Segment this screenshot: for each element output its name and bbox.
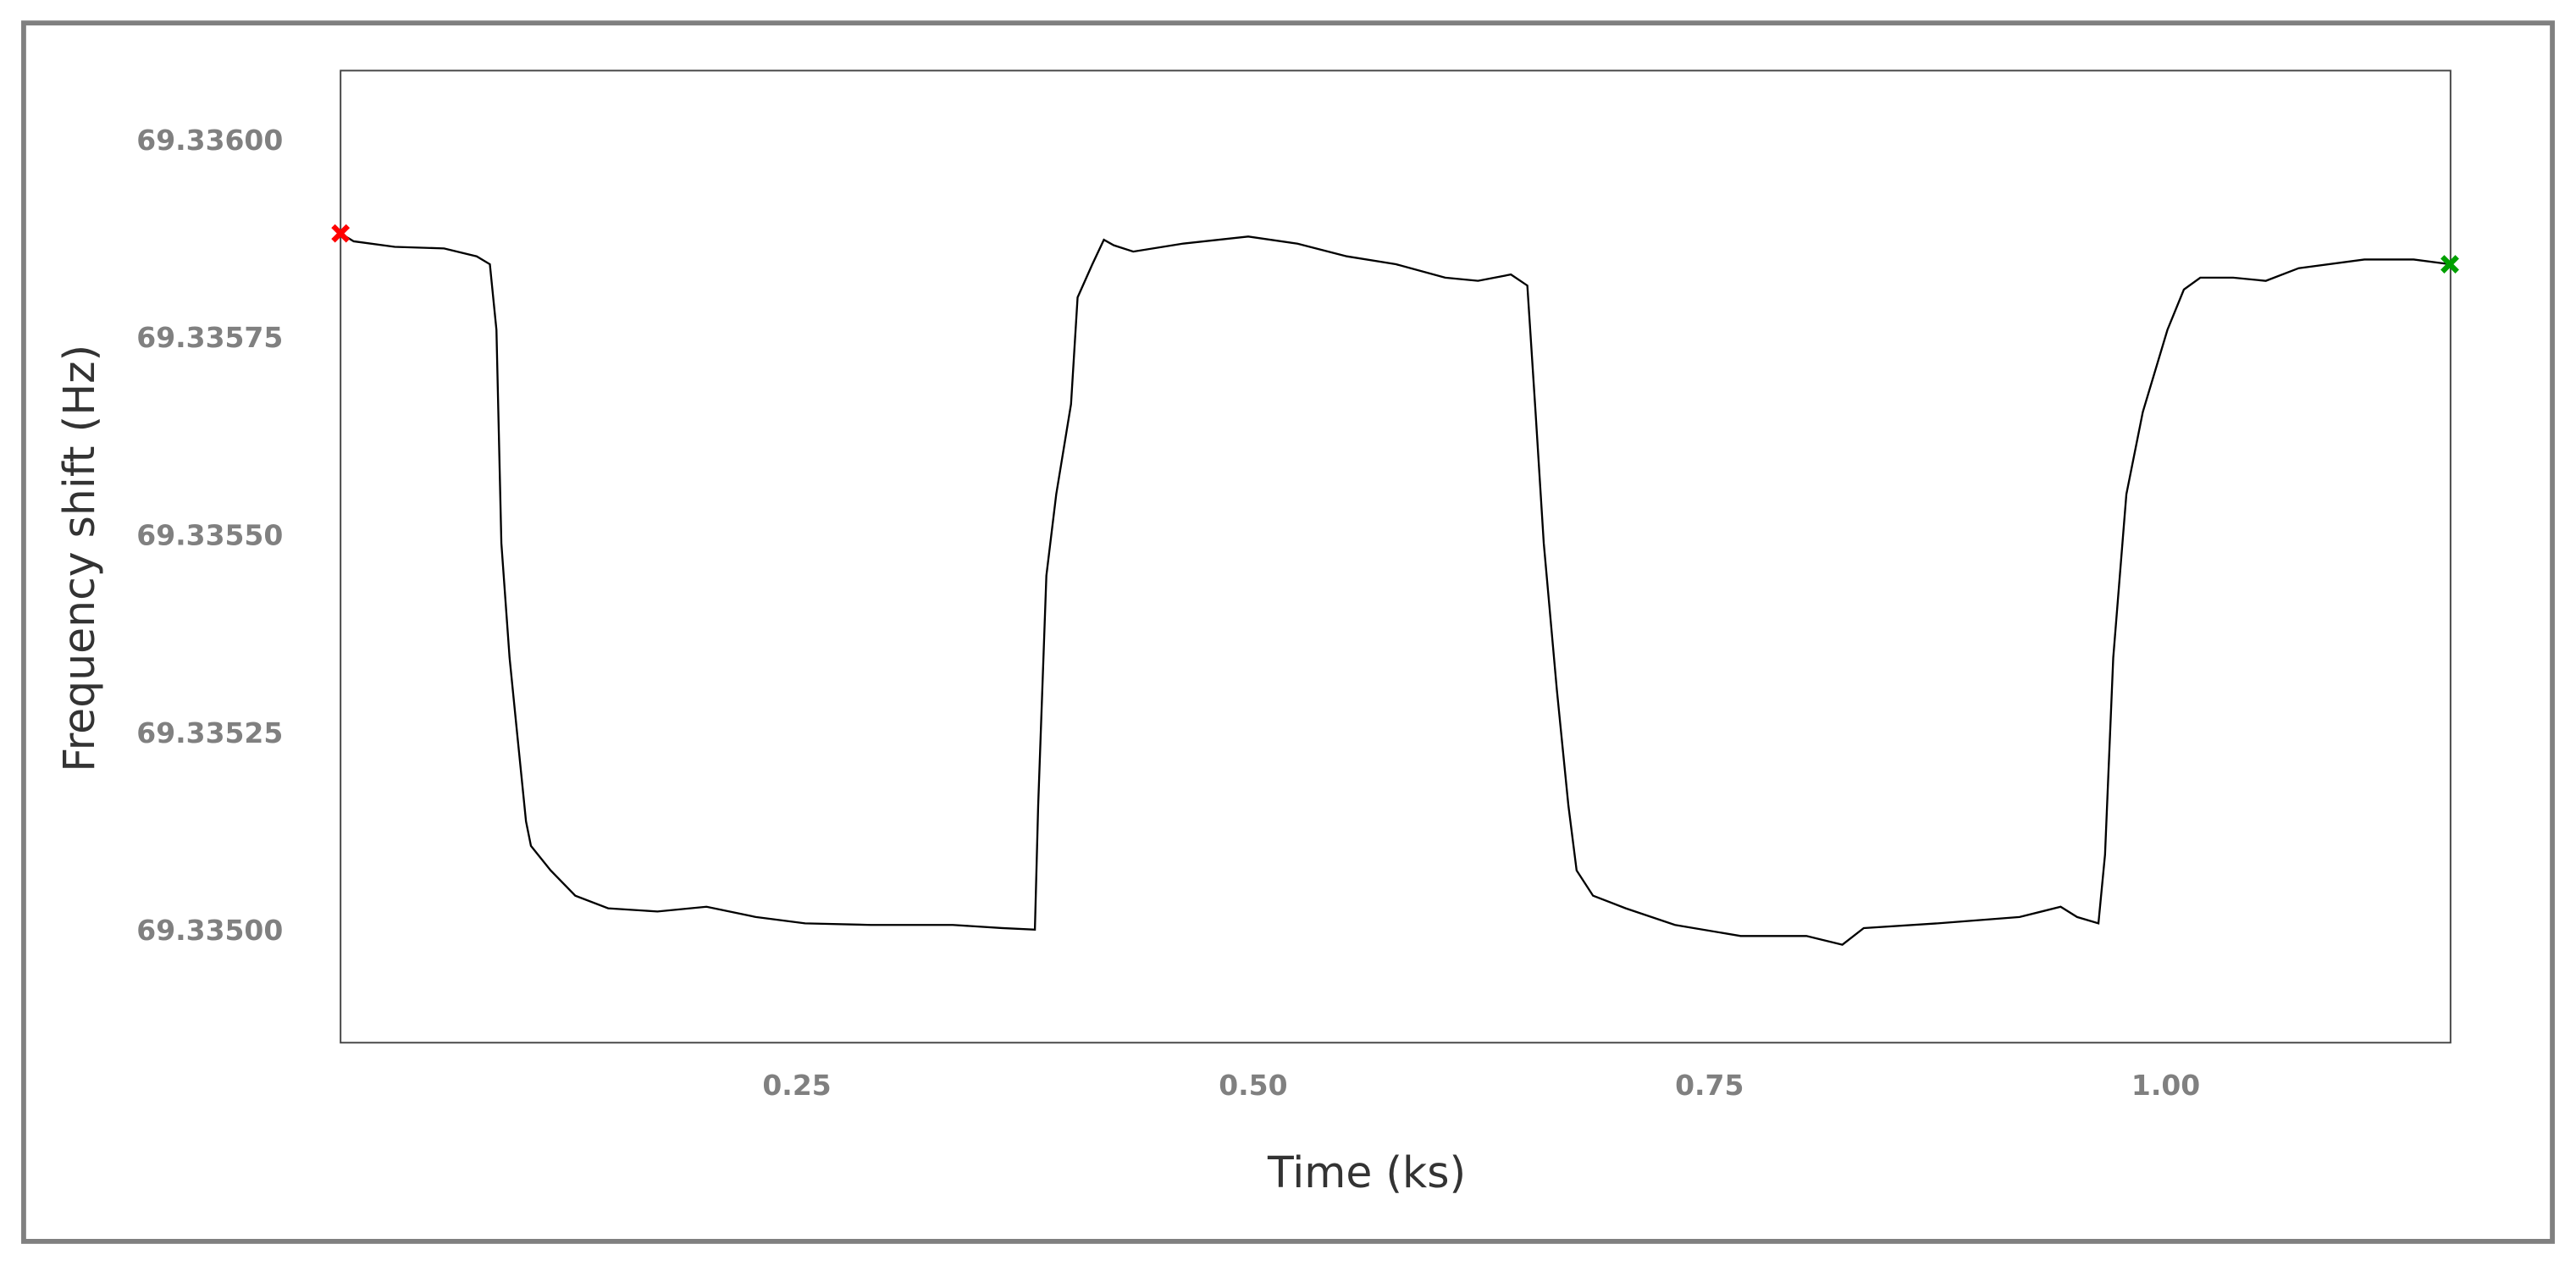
y-tick-label: 69.33600 [136,124,283,157]
x-tick-label: 0.75 [1675,1069,1744,1102]
outer-frame [21,20,2555,1244]
x-tick-label: 0.25 [762,1069,831,1102]
point-marker [331,224,351,243]
x-tick-label: 1.00 [2131,1069,2200,1102]
y-axis-label: Frequency shift (Hz) [54,345,104,772]
y-tick-label: 69.33500 [136,914,283,947]
point-marker [2441,255,2459,274]
y-tick-label: 69.33525 [136,716,283,749]
y-tick-label: 69.33575 [136,321,283,354]
x-axis-label: Time (ks) [1267,1147,1466,1197]
y-tick-label: 69.33550 [136,519,283,552]
data-line [340,232,2451,946]
plot-frame [340,69,2452,1044]
x-tick-label: 0.50 [1219,1069,1287,1102]
